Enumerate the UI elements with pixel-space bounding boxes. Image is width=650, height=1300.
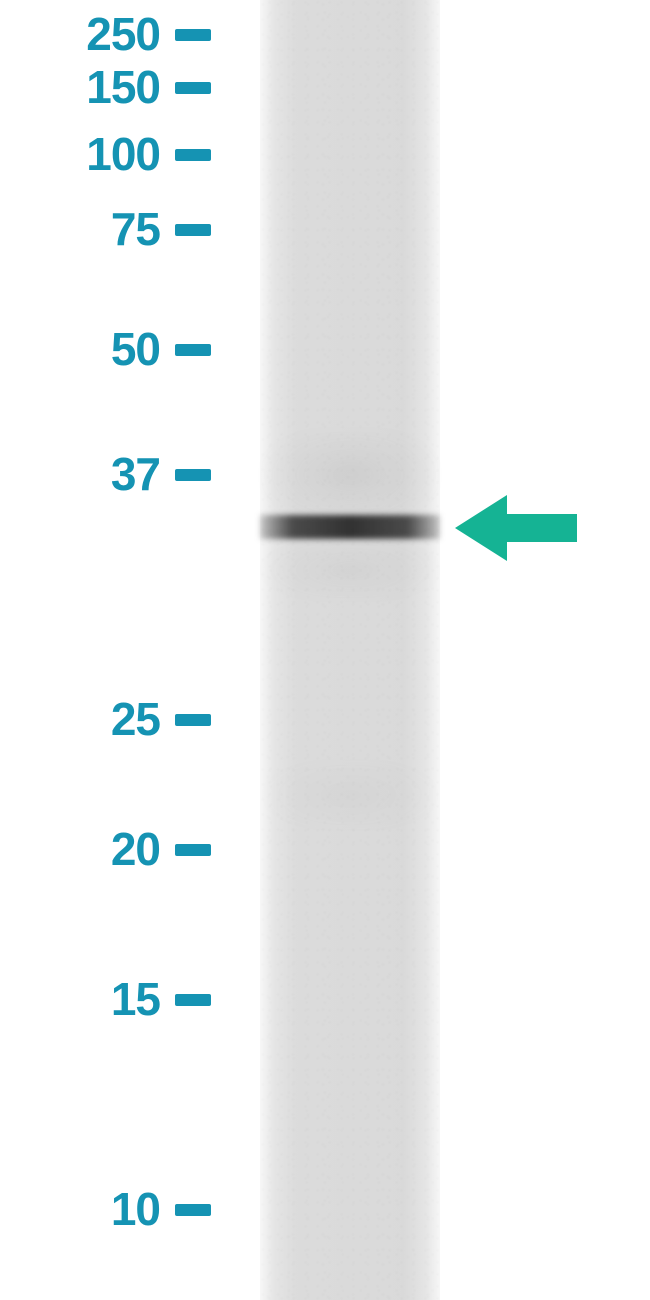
mw-marker-tick <box>175 224 211 236</box>
background-smudge <box>260 430 440 520</box>
mw-marker-label: 100 <box>10 127 160 181</box>
mw-marker-label: 150 <box>10 60 160 114</box>
mw-marker-label: 250 <box>10 7 160 61</box>
mw-marker-tick <box>175 1204 211 1216</box>
mw-marker-tick <box>175 469 211 481</box>
mw-marker-tick <box>175 844 211 856</box>
background-smudge <box>260 540 440 600</box>
mw-marker-tick <box>175 82 211 94</box>
mw-marker-label: 50 <box>10 322 160 376</box>
band-indicator-arrow <box>455 495 577 566</box>
mw-marker-tick <box>175 149 211 161</box>
gel-lane-background <box>260 0 440 1300</box>
mw-marker-label: 37 <box>10 447 160 501</box>
arrow-left-icon <box>455 495 577 561</box>
mw-marker-label: 75 <box>10 202 160 256</box>
gel-lane <box>260 0 440 1300</box>
mw-marker-tick <box>175 994 211 1006</box>
mw-marker-label: 25 <box>10 692 160 746</box>
mw-marker-label: 20 <box>10 822 160 876</box>
blot-container: 250150 100 75 50 37 25 20 15 10 <box>0 0 650 1300</box>
mw-marker-tick <box>175 344 211 356</box>
mw-marker-tick <box>175 29 211 41</box>
mw-marker-label: 15 <box>10 972 160 1026</box>
mw-marker-tick <box>175 714 211 726</box>
mw-marker-label: 10 <box>10 1182 160 1236</box>
background-smudge <box>260 760 440 830</box>
